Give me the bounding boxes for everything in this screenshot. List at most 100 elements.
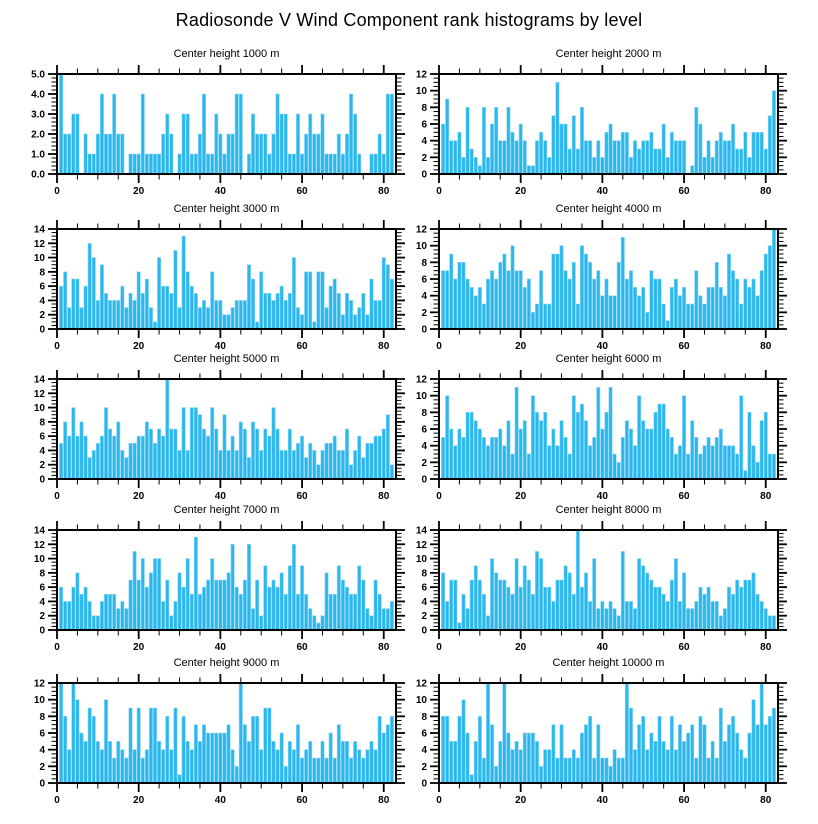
svg-text:6: 6 bbox=[39, 282, 45, 293]
svg-text:60: 60 bbox=[296, 642, 308, 652]
svg-text:12: 12 bbox=[34, 679, 46, 690]
svg-text:8: 8 bbox=[39, 417, 45, 428]
svg-text:12: 12 bbox=[416, 225, 428, 236]
svg-text:20: 20 bbox=[515, 341, 527, 351]
svg-text:1.0: 1.0 bbox=[31, 150, 45, 161]
svg-text:80: 80 bbox=[760, 491, 772, 501]
subplot-title-7000m: Center height 7000 m bbox=[173, 504, 280, 516]
svg-text:4.0: 4.0 bbox=[31, 90, 45, 101]
histogram-plot-4000m: 0 2 4 6 8 10 12 0 20 40 60 80 bbox=[416, 220, 787, 351]
svg-text:8: 8 bbox=[421, 408, 427, 419]
svg-text:40: 40 bbox=[215, 186, 227, 196]
svg-text:4: 4 bbox=[39, 745, 45, 756]
svg-text:60: 60 bbox=[296, 491, 308, 501]
svg-text:0: 0 bbox=[436, 491, 442, 501]
svg-text:12: 12 bbox=[34, 540, 46, 551]
svg-text:60: 60 bbox=[296, 795, 308, 805]
svg-text:80: 80 bbox=[378, 795, 390, 805]
svg-text:40: 40 bbox=[597, 491, 609, 501]
svg-text:3.0: 3.0 bbox=[31, 110, 45, 121]
svg-text:60: 60 bbox=[678, 341, 690, 351]
svg-text:2: 2 bbox=[421, 308, 427, 319]
subplot-title-2000m: Center height 2000 m bbox=[555, 48, 662, 60]
svg-text:6: 6 bbox=[39, 583, 45, 594]
svg-text:80: 80 bbox=[378, 341, 390, 351]
svg-text:40: 40 bbox=[215, 642, 227, 652]
svg-text:0: 0 bbox=[39, 779, 45, 790]
svg-text:12: 12 bbox=[416, 540, 428, 551]
subplot-3000m: Center height 3000 m 0 2 4 6 8 10 12 14 0 20 40 60 8… bbox=[7, 203, 420, 351]
svg-text:80: 80 bbox=[378, 491, 390, 501]
svg-text:6: 6 bbox=[421, 275, 427, 286]
svg-text:14: 14 bbox=[34, 375, 46, 386]
svg-text:8: 8 bbox=[421, 103, 427, 114]
svg-text:80: 80 bbox=[378, 186, 390, 196]
svg-text:2: 2 bbox=[39, 310, 45, 321]
histogram-plot-6000m: 0 2 4 6 8 10 12 0 20 40 60 80 bbox=[416, 370, 787, 501]
svg-text:0: 0 bbox=[436, 341, 442, 351]
svg-text:4: 4 bbox=[39, 597, 45, 608]
svg-text:10: 10 bbox=[416, 241, 428, 252]
svg-text:6: 6 bbox=[39, 729, 45, 740]
svg-text:6: 6 bbox=[421, 583, 427, 594]
svg-text:40: 40 bbox=[597, 795, 609, 805]
subplot-title-4000m: Center height 4000 m bbox=[555, 203, 662, 215]
svg-text:80: 80 bbox=[760, 186, 772, 196]
svg-text:12: 12 bbox=[34, 389, 46, 400]
svg-text:80: 80 bbox=[760, 795, 772, 805]
svg-text:5.0: 5.0 bbox=[31, 70, 45, 81]
svg-text:2: 2 bbox=[421, 153, 427, 164]
svg-text:10: 10 bbox=[416, 695, 428, 706]
svg-text:12: 12 bbox=[416, 679, 428, 690]
svg-text:0: 0 bbox=[421, 626, 427, 637]
svg-text:4: 4 bbox=[421, 597, 427, 608]
svg-text:40: 40 bbox=[215, 795, 227, 805]
subplot-7000m: Center height 7000 m 0 2 4 6 8 10 12 14 0 20 40 60 8… bbox=[7, 504, 420, 652]
svg-text:12: 12 bbox=[416, 375, 428, 386]
svg-text:4: 4 bbox=[421, 136, 427, 147]
svg-text:8: 8 bbox=[421, 712, 427, 723]
svg-text:80: 80 bbox=[760, 341, 772, 351]
svg-text:0: 0 bbox=[39, 626, 45, 637]
subplot-1000m: Center height 1000 m 0.0 1.0 2.0 3.0 4.0 5.0 0… bbox=[7, 48, 420, 196]
svg-text:20: 20 bbox=[515, 491, 527, 501]
svg-text:0: 0 bbox=[421, 779, 427, 790]
svg-text:40: 40 bbox=[215, 491, 227, 501]
svg-text:0: 0 bbox=[54, 491, 60, 501]
histogram-plot-1000m: 0.0 1.0 2.0 3.0 4.0 5.0 0 20 40 60 80 bbox=[31, 65, 405, 196]
svg-text:6: 6 bbox=[421, 120, 427, 131]
svg-text:0: 0 bbox=[39, 325, 45, 336]
histogram-plot-3000m: 0 2 4 6 8 10 12 14 0 20 40 60 80 bbox=[34, 220, 405, 351]
svg-text:40: 40 bbox=[597, 642, 609, 652]
svg-text:60: 60 bbox=[678, 491, 690, 501]
subplot-title-6000m: Center height 6000 m bbox=[555, 353, 662, 365]
histogram-plot-8000m: 0 2 4 6 8 10 12 14 0 20 40 60 80 bbox=[416, 521, 787, 652]
subplot-4000m: Center height 4000 m 0 2 4 6 8 10 12 0 20 40 60 80 bbox=[389, 203, 802, 351]
subplot-8000m: Center height 8000 m 0 2 4 6 8 10 12 14 0 20 40 60 8… bbox=[389, 504, 802, 652]
svg-text:20: 20 bbox=[133, 795, 145, 805]
svg-text:60: 60 bbox=[296, 186, 308, 196]
svg-text:0.0: 0.0 bbox=[31, 170, 45, 181]
svg-text:8: 8 bbox=[421, 258, 427, 269]
subplot-title-5000m: Center height 5000 m bbox=[173, 353, 280, 365]
svg-text:10: 10 bbox=[416, 554, 428, 565]
svg-text:0: 0 bbox=[421, 325, 427, 336]
subplot-title-1000m: Center height 1000 m bbox=[173, 48, 280, 60]
svg-text:10: 10 bbox=[34, 253, 46, 264]
svg-text:4: 4 bbox=[421, 745, 427, 756]
svg-text:80: 80 bbox=[378, 642, 390, 652]
svg-text:10: 10 bbox=[416, 391, 428, 402]
svg-text:40: 40 bbox=[597, 186, 609, 196]
svg-text:2: 2 bbox=[39, 762, 45, 773]
svg-text:20: 20 bbox=[133, 491, 145, 501]
histogram-plot-7000m: 0 2 4 6 8 10 12 14 0 20 40 60 80 bbox=[34, 521, 405, 652]
svg-text:10: 10 bbox=[416, 86, 428, 97]
svg-text:12: 12 bbox=[416, 70, 428, 81]
svg-text:2: 2 bbox=[421, 762, 427, 773]
svg-text:2: 2 bbox=[39, 460, 45, 471]
svg-text:4: 4 bbox=[421, 441, 427, 452]
svg-text:20: 20 bbox=[515, 186, 527, 196]
svg-text:0: 0 bbox=[436, 186, 442, 196]
svg-text:6: 6 bbox=[421, 729, 427, 740]
